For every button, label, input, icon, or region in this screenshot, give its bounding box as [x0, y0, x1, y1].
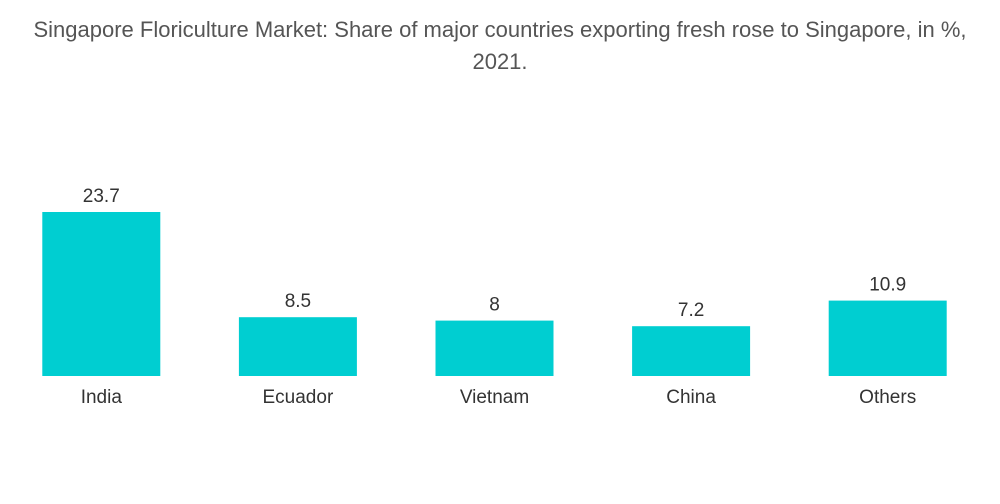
value-label-ecuador: 8.5: [285, 291, 311, 312]
x-axis-tick-labels: India Ecuador Vietnam China Others: [81, 387, 917, 408]
chart-title: Singapore Floriculture Market: Share of …: [33, 17, 967, 74]
bar-china: [632, 326, 751, 376]
x-tick-label-ecuador: Ecuador: [263, 387, 334, 408]
value-label-vietnam: 8: [489, 295, 500, 316]
value-label-china: 7.2: [678, 300, 704, 321]
value-labels-group: 23.7 8.5 8 7.2 10.9: [83, 186, 906, 321]
x-tick-label-india: India: [81, 387, 123, 408]
bar-ecuador: [238, 317, 357, 376]
x-tick-label-others: Others: [859, 387, 916, 408]
bar-vietnam: [435, 320, 554, 376]
value-label-others: 10.9: [869, 275, 906, 296]
x-tick-label-vietnam: Vietnam: [460, 387, 529, 408]
bars-group: [42, 212, 947, 376]
bar-others: [828, 300, 947, 376]
x-tick-label-china: China: [666, 387, 716, 408]
value-label-india: 23.7: [83, 186, 120, 207]
bar-india: [42, 212, 161, 376]
